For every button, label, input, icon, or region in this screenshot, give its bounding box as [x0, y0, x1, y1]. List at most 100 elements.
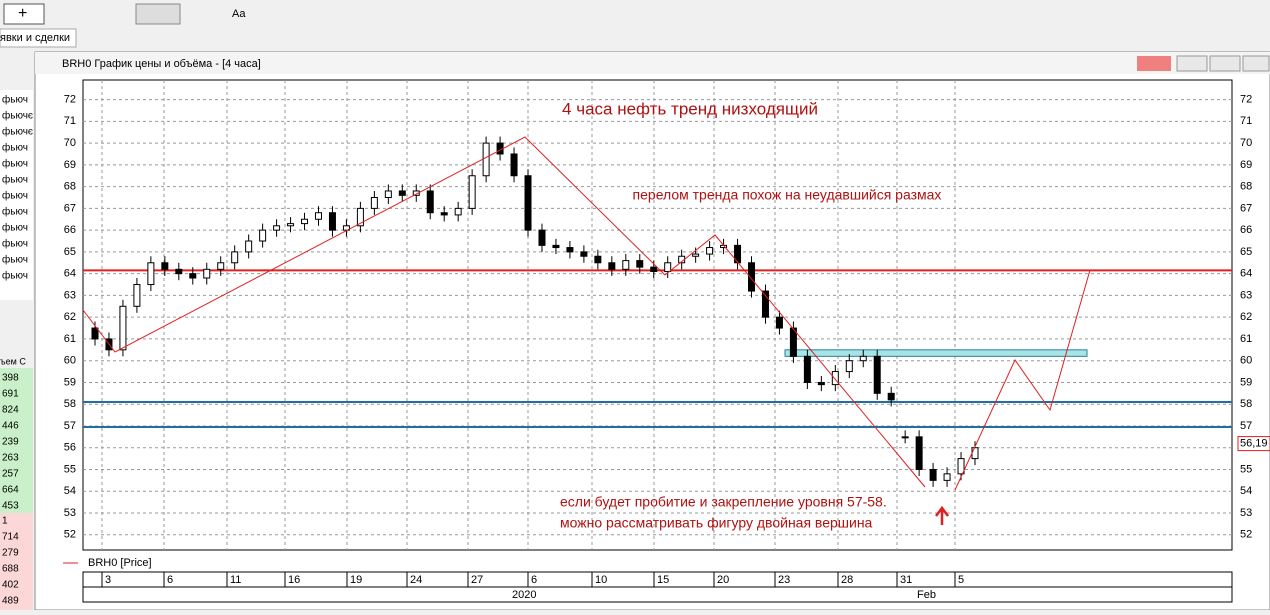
- candle-body: [273, 225, 281, 231]
- close-button[interactable]: [1242, 55, 1270, 72]
- x-tick-label: 19: [350, 574, 362, 586]
- x-tick-label: 24: [410, 574, 422, 586]
- list-item: фьюч: [2, 174, 28, 186]
- arrow: [935, 505, 949, 525]
- candle-body: [133, 284, 141, 307]
- candle-body: [328, 212, 336, 231]
- list-item: фьюч: [2, 142, 28, 154]
- y-tick-label: 63: [64, 289, 76, 301]
- y-tick-label: 58: [1240, 398, 1252, 410]
- y-tick-label: 63: [1240, 289, 1252, 301]
- left-header: ъем С: [0, 356, 26, 366]
- list-number: 1: [2, 516, 8, 527]
- x-tick-label: 6: [531, 574, 537, 586]
- candle-body: [943, 473, 951, 481]
- y-tick-label: 64: [64, 268, 76, 280]
- candle-body: [259, 229, 267, 242]
- hand-button[interactable]: [135, 3, 181, 25]
- candle-body: [887, 392, 895, 401]
- candle-body: [845, 360, 853, 373]
- list-number: 691: [2, 389, 19, 400]
- candle-body: [482, 142, 490, 177]
- candle-body: [664, 262, 672, 272]
- candle-body: [608, 262, 616, 270]
- candle-body: [203, 268, 211, 279]
- y-tick-label: 66: [64, 224, 76, 236]
- candle-body: [831, 371, 839, 386]
- x-tick-label: 23: [778, 574, 790, 586]
- candle-body: [580, 251, 588, 257]
- list-item: фьюч: [2, 158, 28, 170]
- tab[interactable]: [0, 28, 77, 48]
- price-label: 56,19: [1240, 438, 1268, 450]
- y-tick-label: 69: [1240, 159, 1252, 171]
- candle-body: [538, 229, 546, 246]
- y-tick-label: 54: [1240, 485, 1252, 497]
- list-number: 402: [2, 580, 19, 591]
- candle-body: [706, 247, 714, 255]
- list-item: фьюч: [2, 206, 28, 218]
- trend-line: [82, 136, 926, 488]
- x-tick-label: 10: [595, 574, 607, 586]
- y-tick-label: 57: [64, 420, 76, 432]
- y-tick-label: 67: [64, 202, 76, 214]
- annotation: если будет пробитие и закрепление уровня…: [560, 494, 887, 510]
- period-label: 2020: [512, 589, 536, 601]
- legend: BRH0 [Price]: [88, 557, 152, 569]
- y-tick-label: 68: [64, 181, 76, 193]
- x-tick-label: 6: [167, 574, 173, 586]
- candle-body: [245, 240, 253, 253]
- y-tick-label: 52: [1240, 529, 1252, 541]
- candle-body: [817, 381, 825, 386]
- y-tick-label: 61: [1240, 333, 1252, 345]
- candle-body: [426, 190, 434, 214]
- toolbar: [0, 0, 1270, 28]
- candle-body: [398, 190, 406, 196]
- y-tick-label: 64: [1240, 268, 1252, 280]
- y-tick-label: 62: [1240, 311, 1252, 323]
- list-number: 257: [2, 469, 19, 480]
- link-button[interactable]: [1137, 56, 1171, 71]
- candle-body: [231, 251, 239, 264]
- candle-body: [622, 260, 630, 270]
- crosshair-button[interactable]: [3, 3, 45, 25]
- candle-body: [91, 327, 99, 340]
- crosshair-icon: +: [18, 5, 27, 22]
- list-item: фьюч: [2, 190, 28, 202]
- candle-body: [147, 262, 155, 286]
- candle-body: [189, 273, 197, 279]
- zoom-label[interactable]: Aa: [232, 8, 246, 20]
- candle-body: [301, 218, 309, 225]
- minimize-button[interactable]: [1176, 55, 1208, 72]
- zone: [784, 349, 1088, 357]
- list-item: фьюч: [2, 254, 28, 266]
- candle-body: [454, 207, 462, 216]
- y-tick-label: 59: [64, 376, 76, 388]
- y-tick-label: 70: [64, 137, 76, 149]
- list-item: фьюч: [2, 222, 28, 234]
- maximize-button[interactable]: [1209, 55, 1241, 72]
- candle-body: [915, 436, 923, 470]
- y-tick-label: 65: [64, 246, 76, 258]
- y-tick-label: 60: [1240, 355, 1252, 367]
- candle-body: [650, 266, 658, 272]
- y-tick-label: 71: [1240, 115, 1252, 127]
- candle-body: [761, 290, 769, 318]
- candle-body: [510, 153, 518, 177]
- list-number: 279: [2, 548, 19, 559]
- y-tick-label: 52: [64, 529, 76, 541]
- candle-body: [873, 355, 881, 394]
- y-tick-label: 53: [1240, 507, 1252, 519]
- y-tick-label: 59: [1240, 376, 1252, 388]
- candle-body: [440, 212, 448, 216]
- x-tick-label: 5: [958, 574, 964, 586]
- y-tick-label: 56: [64, 442, 76, 454]
- candle-body: [566, 247, 574, 253]
- x-tick-label: 31: [900, 574, 912, 586]
- y-tick-label: 58: [64, 398, 76, 410]
- list-number: 398: [2, 373, 19, 384]
- window-title: BRH0 График цены и объёма - [4 часа]: [62, 58, 261, 70]
- list-item: фьючє: [2, 126, 33, 138]
